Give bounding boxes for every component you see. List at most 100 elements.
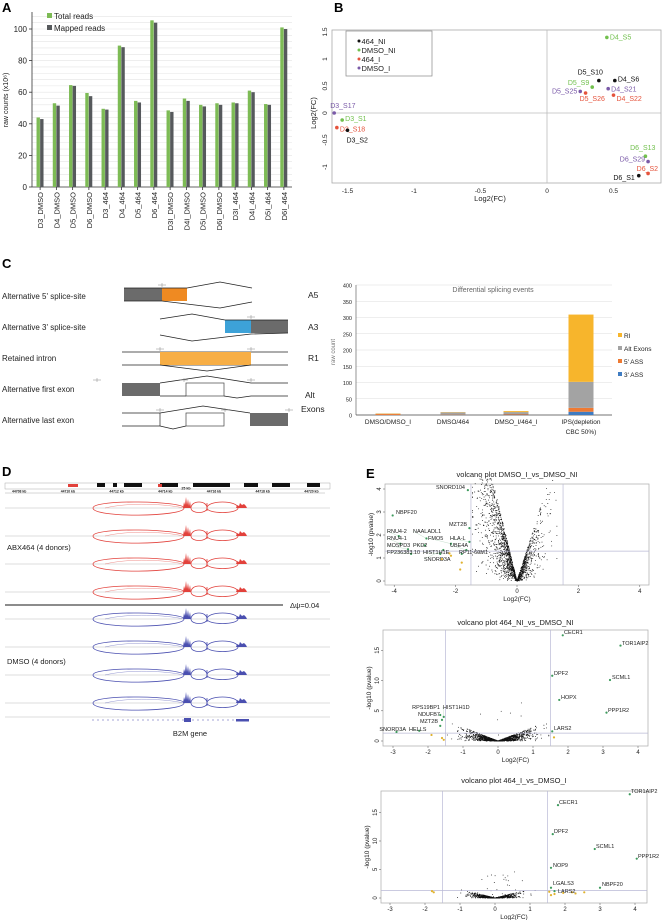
background-point — [541, 533, 543, 535]
background-point — [524, 563, 526, 565]
background-point — [499, 565, 501, 567]
junction-arc — [206, 507, 239, 513]
background-point — [503, 566, 505, 567]
splice-junction-line — [122, 405, 251, 414]
background-point — [534, 573, 536, 575]
background-point — [533, 535, 535, 537]
x-tick-label: 0 — [515, 589, 519, 595]
background-point — [490, 515, 492, 517]
background-point — [511, 562, 513, 564]
background-point — [496, 556, 498, 558]
background-point — [483, 894, 485, 896]
background-point — [470, 729, 471, 731]
background-point — [475, 895, 477, 897]
gene-label: NOP9 — [553, 863, 568, 869]
background-point — [527, 560, 529, 562]
background-point — [491, 503, 493, 505]
background-point — [503, 540, 505, 541]
background-point — [479, 894, 481, 896]
background-point — [500, 533, 502, 535]
background-point — [510, 560, 512, 562]
event-type-label: Alternative 5' splice-site — [2, 292, 86, 301]
y-tick-label: 0 — [373, 896, 379, 900]
significant-gene-point — [440, 718, 444, 721]
legend-label: RI — [624, 333, 631, 340]
background-point — [464, 740, 466, 742]
background-point — [517, 578, 519, 580]
background-point — [510, 561, 512, 563]
background-point — [491, 508, 493, 510]
x-tick-label: CBC 50%) — [566, 429, 597, 436]
background-point — [523, 564, 525, 566]
exon-outline — [185, 382, 225, 397]
background-point — [485, 484, 487, 486]
background-point — [494, 565, 496, 567]
stacked-bar-segment — [568, 381, 594, 408]
background-point — [513, 734, 515, 736]
flagged-point — [430, 733, 433, 737]
background-point — [488, 528, 490, 530]
background-point — [496, 564, 498, 566]
background-point — [496, 499, 498, 501]
junction-arc — [190, 696, 208, 704]
splice-junction-line — [159, 375, 288, 384]
background-point — [495, 739, 497, 741]
junction-arc — [92, 529, 185, 537]
background-point — [497, 562, 499, 564]
background-point — [465, 735, 467, 736]
background-point — [525, 551, 527, 553]
background-point — [468, 729, 470, 731]
background-point — [508, 551, 510, 553]
background-point — [520, 578, 522, 580]
background-point — [491, 554, 493, 556]
sample-label: D3_S18 — [340, 127, 365, 134]
junction-arc — [104, 671, 185, 676]
background-point — [465, 736, 467, 738]
background-point — [494, 739, 496, 741]
background-point — [508, 555, 510, 556]
chart-title: Differential splicing events — [452, 287, 534, 294]
junction-arc — [206, 501, 239, 509]
background-point — [499, 579, 501, 581]
background-point — [495, 543, 497, 545]
background-point — [471, 893, 473, 895]
background-point — [516, 734, 518, 735]
background-point — [498, 897, 500, 899]
background-point — [495, 502, 497, 504]
background-point — [529, 542, 531, 544]
background-point — [490, 477, 492, 479]
background-point — [493, 740, 495, 742]
flagged-point — [440, 558, 443, 561]
bar-total-reads — [134, 100, 138, 187]
background-point — [536, 521, 538, 523]
background-point — [506, 739, 508, 741]
sample-point — [646, 159, 650, 164]
background-point — [494, 555, 496, 557]
background-point — [510, 557, 512, 558]
x-axis-label: Log2(FC) — [503, 596, 530, 603]
y-tick-label: 60 — [18, 88, 27, 97]
background-point — [498, 510, 500, 512]
background-point — [526, 549, 528, 551]
background-point — [505, 573, 507, 575]
background-point — [509, 568, 511, 570]
significant-gene-point — [418, 729, 421, 732]
background-point — [525, 553, 527, 555]
background-point — [491, 539, 493, 541]
background-point — [471, 736, 473, 737]
background-point — [498, 513, 500, 515]
x-tick-label: 4 — [636, 750, 640, 756]
junction-arc — [206, 563, 239, 569]
background-point — [527, 730, 529, 732]
background-point — [516, 893, 518, 895]
background-point — [501, 536, 503, 538]
background-point — [498, 524, 500, 526]
background-point — [510, 740, 512, 742]
background-point — [509, 896, 511, 897]
background-point — [510, 574, 511, 576]
background-point — [509, 566, 511, 568]
background-point — [502, 545, 504, 547]
background-point — [474, 491, 476, 493]
background-point — [507, 561, 508, 563]
background-point — [498, 734, 499, 736]
